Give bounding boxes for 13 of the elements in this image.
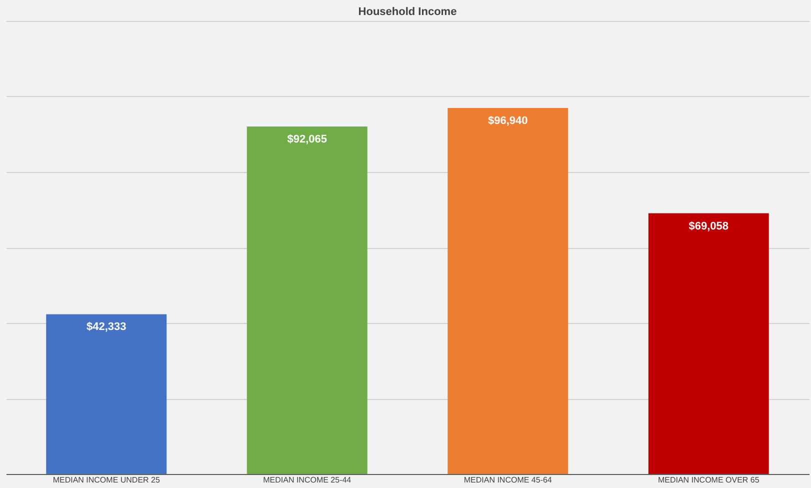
bar (246, 126, 368, 474)
x-tick-label: MEDIAN INCOME UNDER 25 (52, 476, 160, 484)
bar (648, 213, 769, 474)
chart-title: Household Income (358, 6, 457, 18)
x-tick-label: MEDIAN INCOME 45-64 (464, 476, 552, 484)
bar (46, 314, 167, 474)
x-tick-label: MEDIAN INCOME OVER 65 (658, 476, 760, 484)
x-tick-label: MEDIAN INCOME 25-44 (263, 476, 352, 484)
data-label: $96,940 (488, 115, 528, 128)
data-label: $92,065 (287, 133, 328, 146)
data-label: $69,058 (688, 220, 729, 232)
bar (448, 108, 568, 474)
data-label: $42,333 (86, 321, 126, 334)
